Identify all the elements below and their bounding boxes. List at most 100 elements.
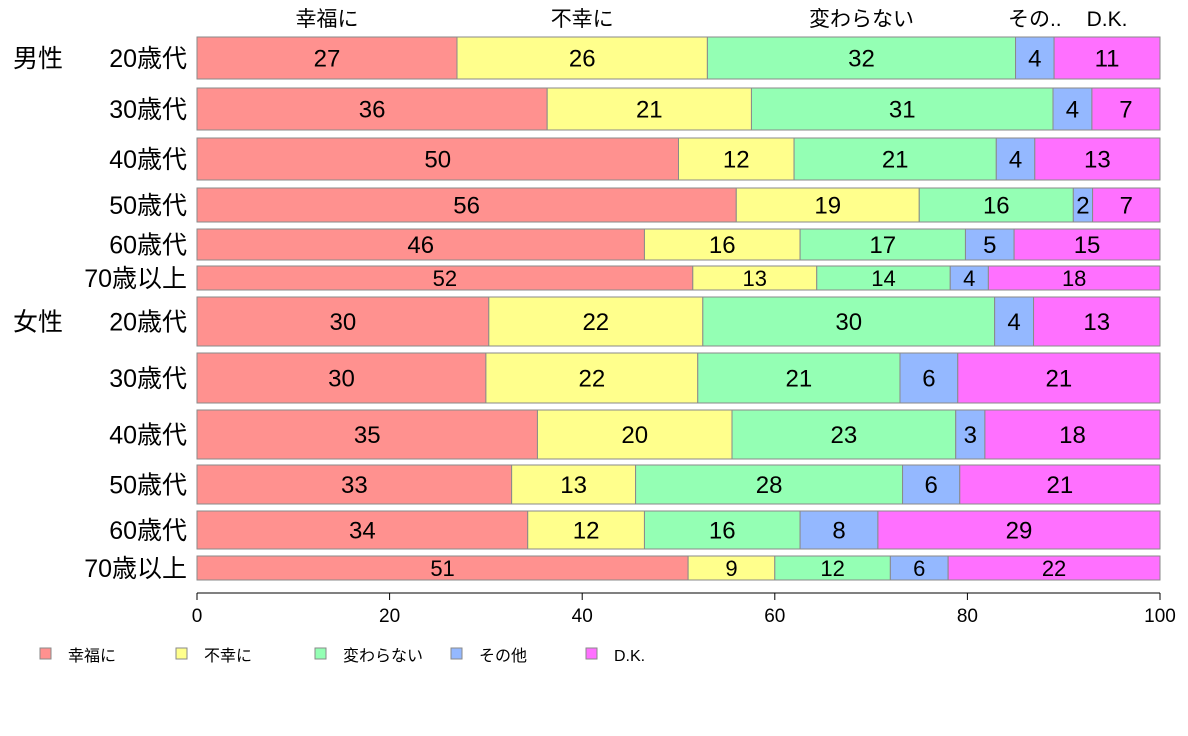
bar-segment-3 [793, 137, 997, 181]
data-label: 13 [1084, 147, 1111, 174]
bar-segment-4 [955, 409, 986, 460]
bar-segment-1 [196, 36, 458, 80]
bar-segment-1 [196, 87, 548, 131]
x-tick-label: 40 [572, 606, 593, 627]
data-label: 7 [1120, 193, 1133, 220]
bar-segment-1 [196, 464, 513, 505]
data-label: 18 [1062, 266, 1086, 291]
data-label: 4 [1007, 309, 1020, 336]
row-label: 60歳代 [109, 232, 187, 260]
bar-segment-3 [799, 228, 966, 261]
data-label: 34 [349, 518, 376, 545]
data-label: 56 [453, 193, 480, 220]
data-label: 3 [964, 422, 977, 449]
bar-segment-2 [527, 510, 645, 550]
data-label: 17 [869, 232, 896, 259]
data-label: 8 [832, 518, 845, 545]
x-tick-label: 60 [764, 606, 785, 627]
row-label: 30歳代 [109, 96, 187, 124]
bar-segment-3 [750, 87, 1054, 131]
bar-segment-3 [774, 555, 891, 581]
data-label: 12 [723, 147, 750, 174]
data-label: 20 [621, 422, 648, 449]
x-tick-label: 0 [192, 606, 203, 627]
data-label: 21 [1046, 366, 1073, 393]
data-label: 21 [1047, 472, 1074, 499]
bar-segment-4 [964, 228, 1015, 261]
bar-segment-2 [735, 187, 920, 223]
data-label: 50 [424, 147, 451, 174]
row-label: 50歳代 [109, 472, 187, 500]
bar-segment-1 [196, 296, 490, 347]
data-label: 4 [963, 266, 975, 291]
bar-segment-2 [488, 296, 704, 347]
x-tick-label: 20 [379, 606, 400, 627]
bar-segment-1 [196, 265, 694, 291]
row-label: 50歳代 [109, 192, 187, 220]
bar-segment-4 [994, 296, 1035, 347]
data-label: 16 [983, 193, 1010, 220]
row-label: 40歳代 [109, 146, 187, 174]
legend-label: 幸福に [68, 647, 116, 665]
data-label: 22 [578, 366, 605, 393]
top-series-label: 変わらない [809, 8, 914, 31]
data-label: 22 [582, 309, 609, 336]
bar-segment-3 [643, 510, 801, 550]
legend-swatch [175, 647, 188, 660]
bar-segment-5 [1034, 137, 1161, 181]
bar-segment-4 [889, 555, 949, 581]
data-label: 13 [560, 472, 587, 499]
bar-segment-5 [984, 409, 1161, 460]
top-series-label: D.K. [1087, 8, 1128, 31]
data-label: 30 [328, 366, 355, 393]
row-label: 20歳代 [109, 45, 187, 73]
bar-segment-5 [1091, 87, 1161, 131]
data-label: 7 [1119, 97, 1132, 124]
data-label: 52 [433, 266, 457, 291]
legend-swatch [585, 647, 598, 660]
bar-segment-4 [902, 464, 961, 505]
bar-segment-2 [456, 36, 708, 80]
data-label: 27 [314, 46, 341, 73]
top-series-label: 不幸に [551, 8, 614, 31]
data-label: 5 [983, 232, 996, 259]
data-label: 26 [569, 46, 596, 73]
data-label: 23 [831, 422, 858, 449]
data-label: 30 [330, 309, 357, 336]
bar-segment-5 [1033, 296, 1161, 347]
bar-segment-3 [918, 187, 1074, 223]
row-label: 60歳代 [109, 517, 187, 545]
data-label: 36 [359, 97, 386, 124]
data-label: 19 [814, 193, 841, 220]
bar-segment-2 [485, 352, 699, 404]
data-label: 13 [743, 266, 767, 291]
group-label: 女性 [13, 309, 63, 337]
data-label: 15 [1074, 232, 1101, 259]
bar-segment-5 [877, 510, 1161, 550]
row-label: 20歳代 [109, 309, 187, 337]
data-label: 51 [430, 556, 454, 581]
bar-segment-1 [196, 510, 529, 550]
bar-segment-1 [196, 352, 487, 404]
data-label: 21 [786, 366, 813, 393]
data-label: 30 [835, 309, 862, 336]
top-series-label: 幸福に [296, 8, 359, 31]
bar-segment-5 [1092, 187, 1161, 223]
bar-segment-1 [196, 187, 737, 223]
bar-segment-3 [697, 352, 901, 404]
row-label: 70歳以上 [84, 555, 187, 583]
group-label: 男性 [13, 45, 63, 73]
bar-segment-5 [957, 352, 1161, 404]
data-label: 13 [1083, 309, 1110, 336]
bar-segment-3 [635, 464, 904, 505]
legend-label: D.K. [614, 648, 645, 665]
bar-segment-5 [1053, 36, 1161, 80]
data-label: 21 [636, 97, 663, 124]
bar-segment-3 [706, 36, 1017, 80]
data-label: 29 [1006, 518, 1033, 545]
top-series-label: その.. [1008, 8, 1062, 31]
bar-segment-4 [899, 352, 959, 404]
data-label: 22 [1042, 556, 1066, 581]
